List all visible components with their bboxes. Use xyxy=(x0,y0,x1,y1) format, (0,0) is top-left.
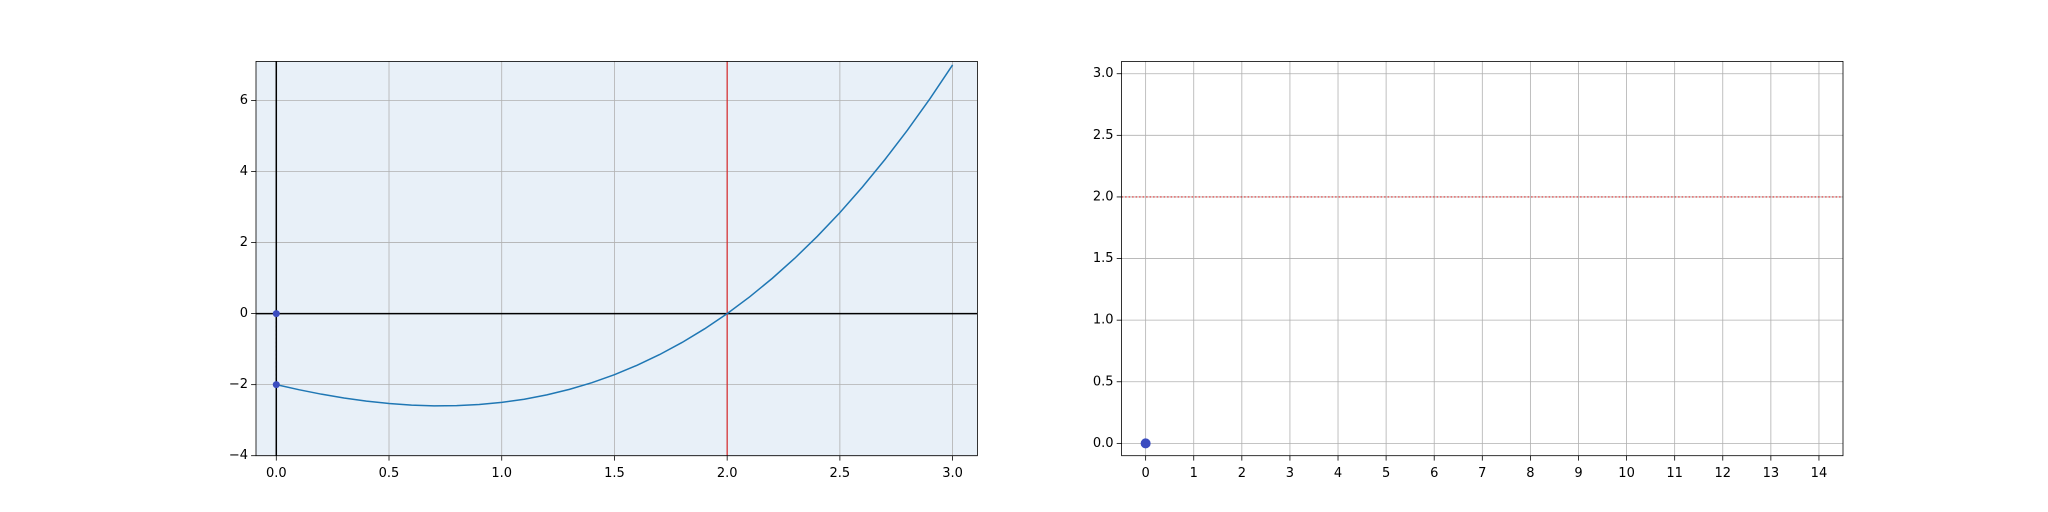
axes-frame xyxy=(255,61,978,457)
x-tick-label: 13 xyxy=(1763,466,1780,481)
y-tick-label: 6 xyxy=(240,93,248,108)
y-tick-label: 0.0 xyxy=(1093,436,1114,451)
point xyxy=(272,381,280,389)
y-tick-label: 3.0 xyxy=(1093,66,1114,81)
x-tick-label: 2 xyxy=(1238,466,1246,481)
y-tick-label: 0 xyxy=(240,306,248,321)
y-tick-label: −4 xyxy=(229,448,248,463)
y-tick-label: 1.5 xyxy=(1093,251,1114,266)
plot-area xyxy=(256,61,978,456)
x-tick-label: 8 xyxy=(1526,466,1534,481)
x-tick-label: 14 xyxy=(1811,466,1828,481)
x-tick-label: 0.0 xyxy=(266,466,287,481)
point xyxy=(1140,438,1151,449)
line xyxy=(276,64,954,407)
x-tick-label: 9 xyxy=(1574,466,1582,481)
x-tick-label: 1.0 xyxy=(491,466,512,481)
axes-frame xyxy=(1121,61,1844,457)
x-tick-label: 10 xyxy=(1618,466,1635,481)
x-tick-label: 3.0 xyxy=(942,466,963,481)
x-tick-label: 1 xyxy=(1190,466,1198,481)
y-tick-label: 1.0 xyxy=(1093,313,1114,328)
x-tick-label: 1.5 xyxy=(604,466,625,481)
x-tick-label: 4 xyxy=(1334,466,1342,481)
y-tick-label: 2.0 xyxy=(1093,189,1114,204)
x-tick-label: 2.0 xyxy=(717,466,738,481)
y-tick-label: 2.5 xyxy=(1093,128,1114,143)
x-tick-label: 12 xyxy=(1714,466,1731,481)
x-tick-label: 0.5 xyxy=(379,466,400,481)
y-tick-label: −2 xyxy=(229,377,248,392)
x-tick-label: 5 xyxy=(1382,466,1390,481)
x-tick-label: 6 xyxy=(1430,466,1438,481)
x-tick-label: 11 xyxy=(1666,466,1683,481)
x-tick-label: 2.5 xyxy=(830,466,851,481)
y-tick-label: 2 xyxy=(240,235,248,250)
point xyxy=(272,310,280,318)
x-tick-label: 3 xyxy=(1286,466,1294,481)
x-tick-label: 7 xyxy=(1478,466,1486,481)
y-tick-label: 0.5 xyxy=(1093,374,1114,389)
y-tick-label: 4 xyxy=(240,164,248,179)
x-tick-label: 0 xyxy=(1142,466,1150,481)
